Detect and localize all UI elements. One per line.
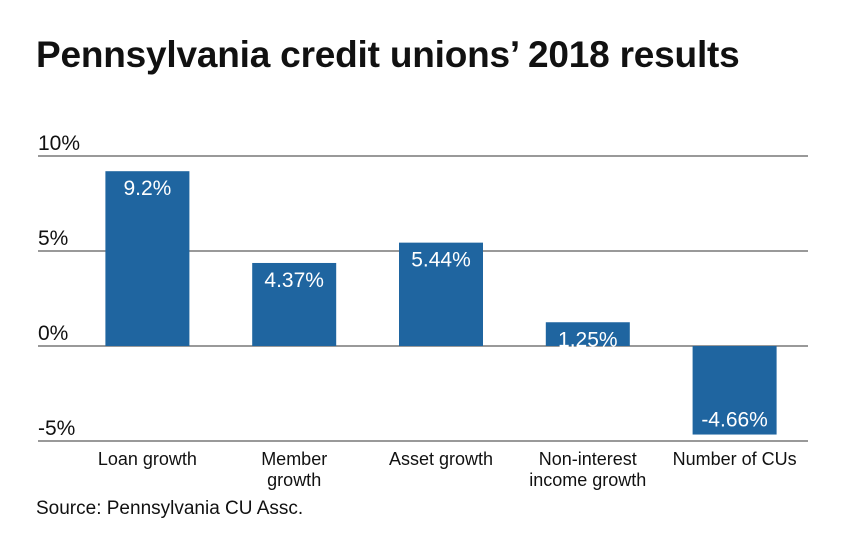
- bars: 9.2% 4.37% 5.44% 1.25% -4.66%: [105, 171, 777, 435]
- bar: [545, 322, 630, 346]
- x-category-label: Number of CUs: [673, 449, 797, 469]
- source-note: Source: Pennsylvania CU Assc.: [36, 498, 304, 519]
- x-category-label: Loan growth: [98, 449, 197, 469]
- y-tick-label: 0%: [38, 322, 68, 345]
- bar: [399, 242, 483, 346]
- x-category-label: income growth: [529, 470, 646, 490]
- y-tick-label: 5%: [38, 227, 68, 250]
- x-category-label: Asset growth: [389, 449, 493, 469]
- x-category-label: Member: [261, 449, 327, 469]
- data-label: -4.66%: [701, 409, 768, 432]
- chart-title: Pennsylvania credit unions’ 2018 results: [36, 34, 740, 75]
- data-label: 9.2%: [123, 177, 171, 200]
- bar: [692, 346, 777, 435]
- y-axis-ticks: 10% 5% 0% -5%: [38, 132, 80, 440]
- bar: [252, 262, 337, 346]
- data-label: 5.44%: [411, 249, 471, 272]
- x-category-label: growth: [267, 470, 321, 490]
- x-category-label: Non-interest: [539, 449, 637, 469]
- data-label: 1.25%: [558, 328, 618, 351]
- data-label: 4.37%: [264, 269, 324, 292]
- bar: [105, 171, 190, 346]
- y-tick-label: 10%: [38, 132, 80, 155]
- y-tick-label: -5%: [38, 417, 75, 440]
